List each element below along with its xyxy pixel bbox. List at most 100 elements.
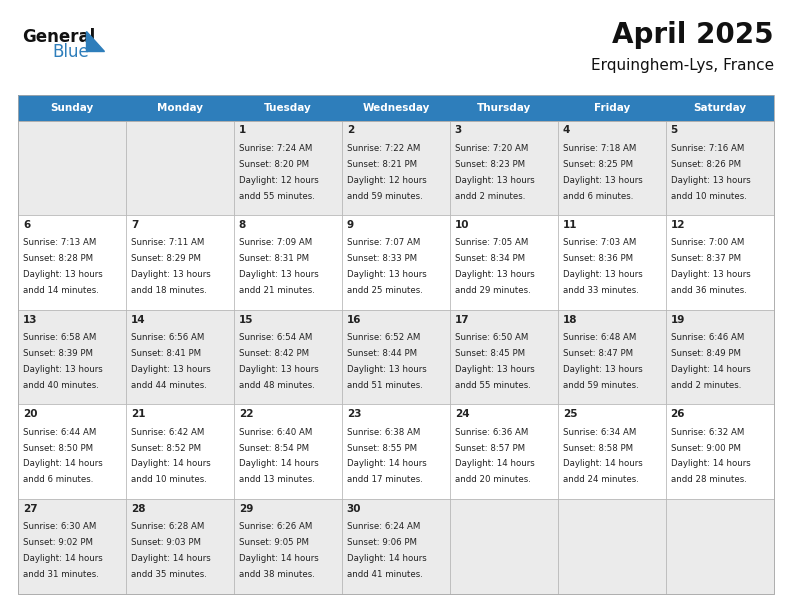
Text: andd 59 minutes.: andd 59 minutes. bbox=[562, 381, 638, 390]
Text: Sunrise: 7:03 AM: Sunrise: 7:03 AM bbox=[562, 239, 636, 247]
Bar bbox=[666, 215, 774, 310]
Bar bbox=[342, 121, 450, 215]
Bar bbox=[666, 310, 774, 405]
Bar bbox=[234, 405, 342, 499]
Text: Sunrise: 6:28 AM: Sunrise: 6:28 AM bbox=[131, 522, 204, 531]
Text: Daylight: 14 hours: Daylight: 14 hours bbox=[455, 460, 535, 469]
Text: Sunrise: 7:20 AM: Sunrise: 7:20 AM bbox=[455, 144, 528, 153]
Bar bbox=[666, 405, 774, 499]
Text: Daylight: 13 hours: Daylight: 13 hours bbox=[671, 271, 750, 279]
Text: Sunset: 8:41 PM: Sunset: 8:41 PM bbox=[131, 349, 201, 358]
Text: andd 10 minutes.: andd 10 minutes. bbox=[131, 476, 207, 485]
Bar bbox=[18, 310, 126, 405]
Text: April 2025: April 2025 bbox=[612, 21, 774, 50]
Text: Friday: Friday bbox=[594, 103, 630, 113]
Text: Sunrise: 6:36 AM: Sunrise: 6:36 AM bbox=[455, 428, 528, 437]
Text: Sunset: 8:39 PM: Sunset: 8:39 PM bbox=[23, 349, 93, 358]
Text: Sunset: 8:28 PM: Sunset: 8:28 PM bbox=[23, 255, 93, 263]
Text: Sunset: 8:21 PM: Sunset: 8:21 PM bbox=[347, 160, 417, 169]
Text: andd 48 minutes.: andd 48 minutes. bbox=[239, 381, 314, 390]
Text: Sunrise: 6:48 AM: Sunrise: 6:48 AM bbox=[562, 333, 636, 342]
Text: Sunrise: 6:38 AM: Sunrise: 6:38 AM bbox=[347, 428, 421, 437]
Text: Sunset: 8:20 PM: Sunset: 8:20 PM bbox=[239, 160, 309, 169]
Text: Daylight: 14 hours: Daylight: 14 hours bbox=[23, 460, 103, 469]
Text: Tuesday: Tuesday bbox=[265, 103, 312, 113]
Text: andd 33 minutes.: andd 33 minutes. bbox=[562, 286, 638, 295]
Text: 25: 25 bbox=[562, 409, 577, 419]
Text: Daylight: 13 hours: Daylight: 13 hours bbox=[131, 271, 211, 279]
Bar bbox=[18, 215, 126, 310]
Text: andd 6 minutes.: andd 6 minutes. bbox=[562, 192, 633, 201]
Text: andd 17 minutes.: andd 17 minutes. bbox=[347, 476, 423, 485]
Bar bbox=[666, 121, 774, 215]
Text: Sunset: 8:42 PM: Sunset: 8:42 PM bbox=[239, 349, 309, 358]
Bar bbox=[558, 310, 666, 405]
Text: Sunrise: 6:58 AM: Sunrise: 6:58 AM bbox=[23, 333, 97, 342]
Text: andd 2 minutes.: andd 2 minutes. bbox=[671, 381, 741, 390]
Text: Sunset: 8:58 PM: Sunset: 8:58 PM bbox=[562, 444, 633, 453]
Text: andd 55 minutes.: andd 55 minutes. bbox=[455, 381, 531, 390]
Bar bbox=[558, 215, 666, 310]
Text: andd 31 minutes.: andd 31 minutes. bbox=[23, 570, 99, 579]
Text: Daylight: 13 hours: Daylight: 13 hours bbox=[455, 365, 535, 374]
Text: Sunrise: 6:44 AM: Sunrise: 6:44 AM bbox=[23, 428, 97, 437]
Text: Sunset: 8:36 PM: Sunset: 8:36 PM bbox=[562, 255, 633, 263]
Text: Saturday: Saturday bbox=[693, 103, 746, 113]
Text: Sunset: 8:47 PM: Sunset: 8:47 PM bbox=[562, 349, 633, 358]
Text: Daylight: 13 hours: Daylight: 13 hours bbox=[239, 271, 318, 279]
Text: andd 38 minutes.: andd 38 minutes. bbox=[239, 570, 314, 579]
Text: andd 51 minutes.: andd 51 minutes. bbox=[347, 381, 423, 390]
Text: Sunset: 8:55 PM: Sunset: 8:55 PM bbox=[347, 444, 417, 453]
Text: Daylight: 12 hours: Daylight: 12 hours bbox=[347, 176, 427, 185]
Bar bbox=[18, 499, 126, 594]
Text: Sunrise: 7:00 AM: Sunrise: 7:00 AM bbox=[671, 239, 744, 247]
Text: Sunset: 8:25 PM: Sunset: 8:25 PM bbox=[562, 160, 633, 169]
Text: Monday: Monday bbox=[157, 103, 203, 113]
Text: 26: 26 bbox=[671, 409, 685, 419]
Text: andd 24 minutes.: andd 24 minutes. bbox=[562, 476, 638, 485]
Text: Daylight: 14 hours: Daylight: 14 hours bbox=[23, 554, 103, 563]
Text: andd 44 minutes.: andd 44 minutes. bbox=[131, 381, 207, 390]
Bar bbox=[234, 121, 342, 215]
Text: Sunset: 8:26 PM: Sunset: 8:26 PM bbox=[671, 160, 741, 169]
Text: 16: 16 bbox=[347, 315, 361, 325]
Bar bbox=[342, 499, 450, 594]
Text: 27: 27 bbox=[23, 504, 37, 514]
Text: andd 21 minutes.: andd 21 minutes. bbox=[239, 286, 314, 295]
Text: Sunset: 8:45 PM: Sunset: 8:45 PM bbox=[455, 349, 525, 358]
Text: 19: 19 bbox=[671, 315, 685, 325]
Text: Sunrise: 6:34 AM: Sunrise: 6:34 AM bbox=[562, 428, 636, 437]
Text: Sunrise: 6:24 AM: Sunrise: 6:24 AM bbox=[347, 522, 421, 531]
Text: Erquinghem-Lys, France: Erquinghem-Lys, France bbox=[591, 58, 774, 73]
Bar bbox=[666, 499, 774, 594]
Text: Daylight: 14 hours: Daylight: 14 hours bbox=[671, 460, 750, 469]
Text: Daylight: 14 hours: Daylight: 14 hours bbox=[131, 460, 211, 469]
Text: 20: 20 bbox=[23, 409, 37, 419]
Text: Daylight: 13 hours: Daylight: 13 hours bbox=[562, 176, 642, 185]
Text: 13: 13 bbox=[23, 315, 37, 325]
Bar bbox=[234, 215, 342, 310]
Text: Sunrise: 7:05 AM: Sunrise: 7:05 AM bbox=[455, 239, 528, 247]
Text: Daylight: 13 hours: Daylight: 13 hours bbox=[347, 271, 427, 279]
Text: 12: 12 bbox=[671, 220, 685, 230]
Text: 2: 2 bbox=[347, 125, 354, 135]
Text: Wednesday: Wednesday bbox=[362, 103, 430, 113]
Text: Daylight: 14 hours: Daylight: 14 hours bbox=[562, 460, 642, 469]
Text: 28: 28 bbox=[131, 504, 146, 514]
Text: 9: 9 bbox=[347, 220, 354, 230]
Text: andd 55 minutes.: andd 55 minutes. bbox=[239, 192, 314, 201]
Text: andd 14 minutes.: andd 14 minutes. bbox=[23, 286, 99, 295]
Text: Sunrise: 7:13 AM: Sunrise: 7:13 AM bbox=[23, 239, 97, 247]
Text: Thursday: Thursday bbox=[477, 103, 531, 113]
Text: Daylight: 14 hours: Daylight: 14 hours bbox=[347, 554, 427, 563]
Text: andd 35 minutes.: andd 35 minutes. bbox=[131, 570, 207, 579]
Text: Sunset: 8:33 PM: Sunset: 8:33 PM bbox=[347, 255, 417, 263]
Text: andd 40 minutes.: andd 40 minutes. bbox=[23, 381, 99, 390]
Text: Sunset: 9:05 PM: Sunset: 9:05 PM bbox=[239, 538, 309, 547]
Text: andd 6 minutes.: andd 6 minutes. bbox=[23, 476, 93, 485]
Text: Blue: Blue bbox=[52, 43, 89, 61]
Text: 6: 6 bbox=[23, 220, 30, 230]
Text: Sunrise: 7:07 AM: Sunrise: 7:07 AM bbox=[347, 239, 421, 247]
Text: Daylight: 13 hours: Daylight: 13 hours bbox=[131, 365, 211, 374]
Text: Sunset: 8:23 PM: Sunset: 8:23 PM bbox=[455, 160, 525, 169]
